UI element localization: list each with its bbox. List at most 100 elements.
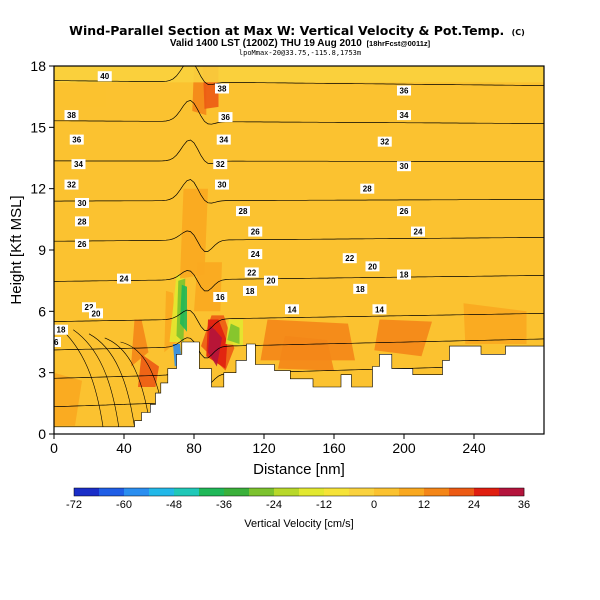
title-mark: (C) [512, 28, 525, 37]
velocity-region [131, 319, 149, 367]
x-tick-label: 240 [462, 440, 486, 456]
colorbar-tick-label: 12 [418, 499, 430, 511]
contour-label: 16 [50, 337, 61, 347]
contour-label: 28 [75, 216, 89, 227]
svg-text:28: 28 [78, 217, 87, 226]
contour-label: 28 [360, 183, 375, 194]
terrain-mask [54, 341, 544, 434]
contour-label: 22 [82, 302, 96, 313]
x-tick-label: 200 [392, 440, 416, 456]
svg-text:24: 24 [414, 228, 423, 237]
y-tick-label: 12 [30, 181, 46, 197]
contour-label: 18 [397, 269, 411, 280]
contour-label: 20 [264, 275, 278, 286]
colorbar-bin [99, 488, 125, 496]
contour-label: 38 [64, 110, 79, 121]
colorbar-bin [424, 488, 450, 496]
svg-text:26: 26 [400, 207, 409, 216]
theta-contour [54, 309, 544, 331]
contour-label: 26 [397, 206, 411, 217]
velocity-region [54, 66, 544, 83]
contour-label: 32 [377, 136, 392, 147]
y-tick-label: 9 [38, 242, 46, 258]
y-axis: 0 3 6 9 12 15 18 [30, 58, 54, 442]
contour-label: 40 [97, 71, 112, 82]
colorbar-tick-label: 36 [518, 499, 530, 511]
velocity-region [374, 319, 432, 357]
colorbar-frame [73, 487, 525, 497]
colorbar-bin [374, 488, 400, 496]
svg-text:14: 14 [375, 305, 384, 314]
contour-label: 26 [75, 238, 89, 249]
colorbar-tick-label: -12 [316, 499, 332, 511]
chart-subtitle-location: lpoMmax-20@33.75,-115.8,1753m [239, 49, 361, 57]
subtitle-tag: [18hrFcst@0011z] [367, 39, 431, 48]
svg-text:30: 30 [400, 162, 409, 171]
colorbar-bin [449, 488, 475, 496]
svg-text:36: 36 [400, 87, 409, 96]
chart-title: Wind-Parallel Section at Max W: Vertical… [69, 23, 525, 38]
colorbar-tick-label: -60 [116, 499, 132, 511]
contour-label: 14 [285, 304, 299, 315]
colorbar-tick-label: -24 [266, 499, 282, 511]
svg-text:32: 32 [216, 160, 225, 169]
x-tick-label: 0 [50, 440, 58, 456]
colorbar-label: Vertical Velocity [cm/s] [244, 518, 353, 530]
theta-contour [73, 329, 120, 427]
colorbar-bin [399, 488, 425, 496]
contour-label: 18 [353, 283, 368, 294]
svg-text:18: 18 [400, 271, 409, 280]
svg-text:22: 22 [247, 268, 256, 277]
velocity-field [54, 66, 544, 426]
colorbar-bin [474, 488, 500, 496]
svg-text:16: 16 [50, 338, 59, 347]
contour-label: 26 [248, 226, 263, 237]
svg-text:40: 40 [100, 72, 109, 81]
colorbar-bin [224, 488, 250, 496]
colorbar-tick-label: -48 [166, 499, 182, 511]
svg-text:22: 22 [345, 254, 354, 263]
svg-text:38: 38 [218, 84, 227, 93]
y-tick-label: 18 [30, 58, 46, 74]
contour-label: 32 [213, 159, 228, 170]
svg-text:20: 20 [267, 277, 276, 286]
theta-contour [54, 100, 544, 125]
velocity-region [180, 284, 187, 332]
contour-label: 34 [397, 110, 411, 121]
y-axis-label: Height [Kft MSL] [8, 195, 25, 304]
contour-label: 24 [411, 226, 425, 237]
svg-text:26: 26 [251, 228, 260, 237]
colorbar-tick-label: -36 [216, 499, 232, 511]
velocity-region [138, 354, 159, 387]
svg-text:32: 32 [67, 181, 76, 190]
svg-text:20: 20 [368, 262, 377, 271]
svg-text:18: 18 [246, 287, 255, 296]
colorbar-tick-label: 24 [468, 499, 480, 511]
x-tick-label: 80 [186, 440, 202, 456]
velocity-region [463, 303, 527, 344]
svg-text:22: 22 [85, 303, 94, 312]
svg-text:34: 34 [400, 111, 409, 120]
x-tick-label: 160 [322, 440, 346, 456]
y-tick-label: 6 [38, 303, 46, 319]
svg-text:38: 38 [67, 111, 76, 120]
velocity-region [54, 372, 82, 426]
theta-contour [54, 337, 544, 359]
svg-text:32: 32 [380, 138, 389, 147]
velocity-region [208, 325, 222, 367]
colorbar-bin [299, 488, 325, 496]
velocity-region [278, 335, 334, 371]
contour-label: 36 [218, 112, 233, 123]
colorbar-bin [249, 488, 275, 496]
svg-text:36: 36 [221, 113, 230, 122]
svg-text:16: 16 [216, 293, 225, 302]
x-axis: 0 40 80 120 160 200 240 [50, 434, 486, 456]
y-tick-label: 15 [30, 119, 46, 135]
theta-contour [54, 139, 544, 164]
contour-label: 38 [215, 83, 229, 94]
colorbar-bin [174, 488, 200, 496]
velocity-region [180, 188, 208, 279]
colorbar-bin [349, 488, 375, 496]
theta-contour [54, 66, 544, 86]
